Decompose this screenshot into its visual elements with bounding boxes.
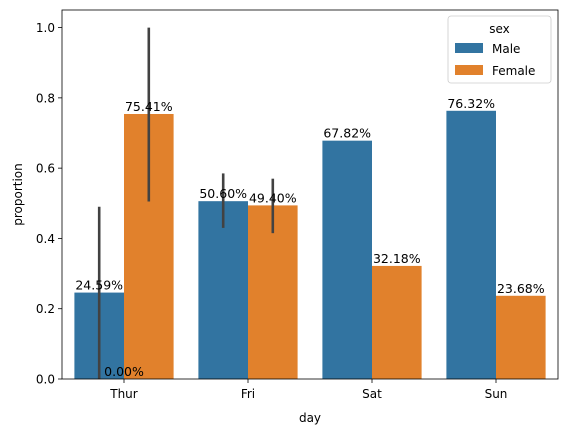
x-tick-label-thur: Thur [109,387,138,401]
legend-swatch-female [455,65,483,75]
x-axis: Thur Fri Sat Sun [109,379,507,401]
bar-male-sat [322,140,372,379]
y-axis-label: proportion [11,163,25,226]
y-tick-label: 1.0 [36,21,55,35]
legend-title: sex [489,22,510,36]
bar-male-fri [198,201,248,379]
bar-label-female-sun: 23.68% [497,281,545,296]
bar-male-sun [446,110,496,380]
y-tick-label: 0.8 [36,91,55,105]
bar-label-female-sat: 32.18% [373,251,421,266]
bar-label-female-thur: 75.41% [125,99,173,114]
x-tick-label-fri: Fri [241,387,255,401]
x-tick-label-sun: Sun [485,387,508,401]
y-axis: 0.0 0.2 0.4 0.6 0.8 1.0 [36,21,62,387]
y-tick-label: 0.0 [36,373,55,387]
bar-label-male-sat: 67.82% [323,126,371,141]
bar-label-male-sun: 76.32% [447,96,495,111]
legend-label-female: Female [492,64,535,78]
bar-labels-layer: 24.59% 50.60% 67.82% 76.32% 75.41% 49.40% 32.1… [75,96,544,379]
y-tick-label: 0.4 [36,232,55,246]
legend-label-male: Male [492,42,520,56]
y-tick-label: 0.6 [36,162,55,176]
x-axis-label: day [299,411,321,425]
x-tick-label-sat: Sat [362,387,382,401]
bar-label-male-thur: 24.59% [75,278,123,293]
extra-annotation-0: 0.00% [104,364,144,379]
bars-layer [74,110,546,380]
error-bars-layer [97,27,275,379]
bar-female-sun [496,295,546,379]
legend-swatch-male [455,43,483,53]
bar-label-female-fri: 49.40% [249,190,297,205]
plot-frame [61,9,559,380]
bar-female-sat [372,265,422,379]
bar-female-fri [248,205,298,379]
bar-label-male-fri: 50.60% [199,186,247,201]
legend: sex Male Female [447,15,552,84]
y-tick-label: 0.2 [36,302,55,316]
